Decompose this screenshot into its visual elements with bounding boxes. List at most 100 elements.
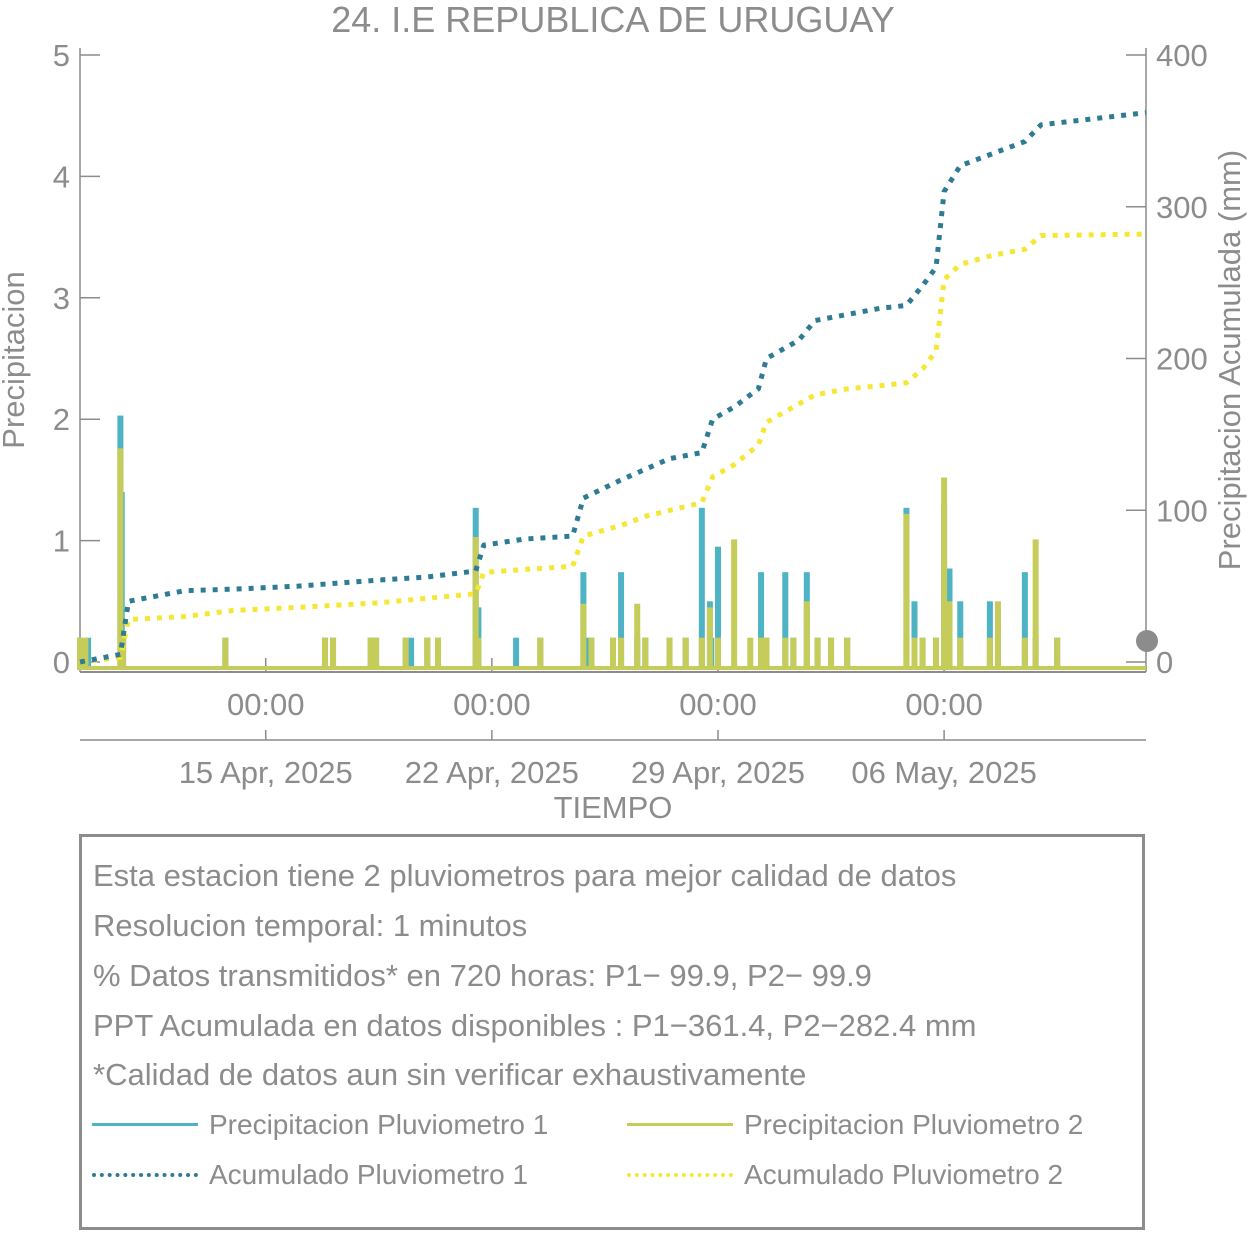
cumulative-lines — [79, 110, 1147, 665]
precip-bar — [330, 637, 337, 670]
y-axis-right-label: Precipitacion Acumulada (mm) — [1212, 150, 1247, 570]
precip-bar — [321, 637, 328, 670]
info-line-accumulated: PPT Acumulada en datos disponibles : P1−… — [93, 1008, 977, 1043]
precip-bar — [1021, 572, 1028, 670]
precip-bar — [424, 637, 431, 670]
info-line-transmitted: % Datos transmitidos* en 720 horas: P1− … — [93, 958, 872, 993]
precip-bar — [986, 601, 993, 670]
precip-bar — [706, 607, 713, 670]
precip-bar — [844, 637, 851, 670]
legend-swatch-acc1 — [92, 1173, 198, 1177]
precipitation-chart: 24. I.E REPUBLICA DE URUGUAY 0 1 2 3 4 5 0 100 2… — [0, 0, 1247, 825]
precip-bar — [475, 637, 482, 670]
precip-bar — [782, 637, 789, 670]
precip-bar — [698, 507, 705, 670]
y-right-tick-label: 0 — [1156, 645, 1173, 680]
precip-bar — [580, 603, 587, 670]
precip-bar — [919, 637, 926, 670]
precip-bar — [986, 637, 993, 670]
precip-bar — [714, 637, 721, 670]
x-tick-time-label: 00:00 — [227, 687, 305, 722]
y-left-tick-label: 3 — [53, 281, 70, 316]
x-axis-label: TIEMPO — [554, 790, 673, 825]
precip-bar — [903, 513, 910, 670]
precip-bar — [77, 637, 83, 670]
legend-label-acc1: Acumulado Pluviometro 1 — [209, 1159, 529, 1190]
y-left-tick-label: 5 — [53, 38, 70, 73]
precip-bar — [911, 637, 918, 670]
precip-bar — [682, 637, 689, 670]
precip-bar — [642, 637, 649, 670]
precip-bar — [994, 601, 1001, 670]
y-left-tick-label: 2 — [53, 402, 70, 437]
precip-bar — [946, 601, 953, 670]
precip-bar — [82, 637, 89, 670]
x-tick-date-label: 22 Apr, 2025 — [405, 755, 579, 790]
x-tick-date-label: 15 Apr, 2025 — [179, 755, 353, 790]
precip-bar — [714, 546, 721, 670]
y-left-tick-label: 4 — [53, 159, 70, 194]
y-right-tick-label: 100 — [1156, 493, 1208, 528]
precip-bar — [472, 536, 479, 670]
y-left-tick-label: 1 — [53, 524, 70, 559]
info-panel: Esta estacion tiene 2 pluviometros para … — [79, 834, 1145, 1230]
legend-swatch-acc2 — [627, 1173, 733, 1177]
precip-bar — [957, 637, 964, 670]
precip-bar — [911, 601, 918, 670]
precip-bar — [790, 637, 797, 670]
y-axis-left-label: Precipitacion — [0, 271, 31, 448]
precip-bar — [435, 637, 442, 670]
precip-bar — [402, 637, 409, 670]
precip-bar — [666, 637, 673, 670]
cumulative-line-p2 — [79, 231, 1147, 665]
precip-bar — [758, 572, 765, 670]
precip-bar — [222, 637, 229, 670]
y-left-tick-label: 0 — [53, 645, 70, 680]
precip-bar — [117, 448, 124, 670]
precip-bar — [763, 637, 770, 670]
precip-bar — [120, 637, 127, 670]
legend-swatch-p1 — [92, 1123, 198, 1126]
y-right-tick-label: 400 — [1156, 38, 1208, 73]
precip-bar — [747, 637, 754, 670]
legend-label-p1: Precipitacion Pluviometro 1 — [209, 1109, 549, 1140]
precip-bar — [588, 637, 595, 670]
precip-bar — [957, 601, 964, 670]
x-tick-time-label: 00:00 — [905, 687, 983, 722]
bars-pluviometro-2 — [77, 448, 1146, 670]
precip-bar — [373, 637, 380, 670]
precip-bar — [828, 637, 835, 670]
precip-bar — [610, 637, 616, 670]
precip-bar — [618, 572, 625, 670]
info-line-quality-note: *Calidad de datos aun sin verificar exha… — [93, 1057, 807, 1092]
precip-bar — [758, 637, 765, 670]
precip-bar — [618, 637, 625, 670]
y-right-tick-label: 300 — [1156, 190, 1208, 225]
precip-bar — [933, 637, 940, 670]
chart-title: 24. I.E REPUBLICA DE URUGUAY — [331, 0, 895, 40]
precip-bar — [731, 539, 738, 670]
tick-labels: 0 1 2 3 4 5 0 100 200 300 400 00:00 15 Apr, 2025 00:0… — [53, 38, 1208, 790]
info-line-stations: Esta estacion tiene 2 pluviometros para … — [93, 858, 957, 893]
bar-baseline — [80, 666, 1146, 670]
y-right-tick-label: 200 — [1156, 342, 1208, 377]
bars-pluviometro-1 — [77, 415, 1061, 670]
x-tick-time-label: 00:00 — [453, 687, 531, 722]
axes-layer — [79, 48, 1147, 741]
cumulative-line-p1 — [79, 110, 1147, 665]
legend-label-acc2: Acumulado Pluviometro 2 — [744, 1159, 1064, 1190]
x-tick-date-label: 29 Apr, 2025 — [631, 755, 805, 790]
precip-bar — [1021, 637, 1028, 670]
x-tick-date-label: 06 May, 2025 — [851, 755, 1037, 790]
precip-bar — [634, 603, 641, 670]
precip-bar — [1032, 539, 1039, 670]
precip-bar — [803, 601, 810, 670]
precip-bar — [513, 637, 520, 670]
precip-bar — [698, 637, 705, 670]
zoom-handle[interactable] — [1136, 630, 1158, 652]
precip-bar — [537, 637, 544, 670]
precip-bar — [408, 637, 415, 670]
x-tick-time-label: 00:00 — [679, 687, 757, 722]
precip-bar — [367, 637, 374, 670]
legend-swatch-p2 — [627, 1123, 733, 1126]
